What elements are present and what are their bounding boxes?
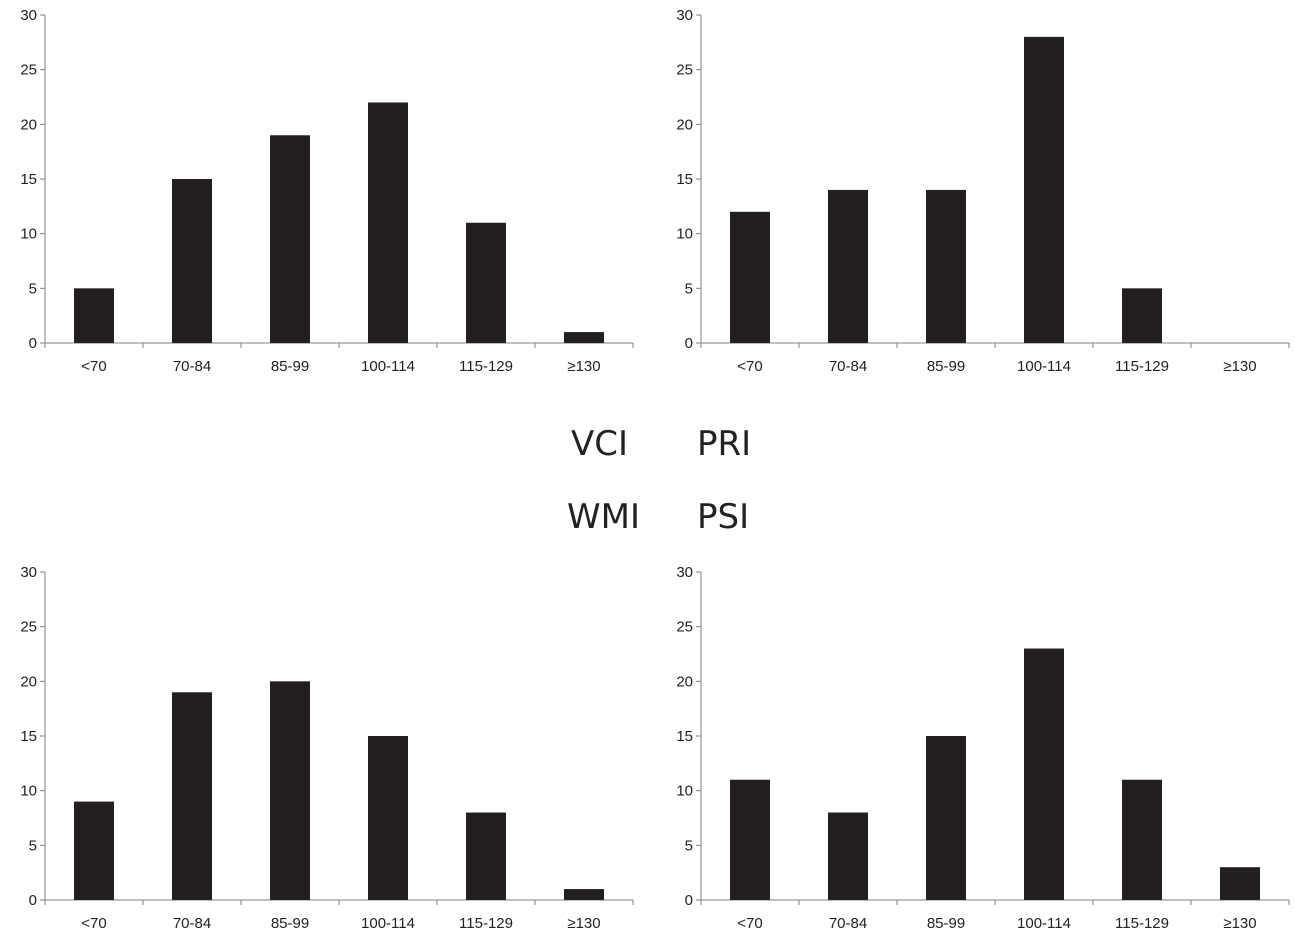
bar-100-114 — [368, 102, 408, 343]
x-tick-label: 100-114 — [361, 915, 415, 932]
y-tick-label: 10 — [20, 226, 37, 243]
y-tick-label: 5 — [29, 280, 37, 297]
bar-85-99 — [926, 189, 966, 343]
label-vci: VCI — [571, 424, 628, 464]
y-tick-label: 30 — [676, 564, 693, 581]
y-tick-label: 5 — [685, 280, 693, 297]
bar-115-129 — [466, 812, 506, 900]
label-pri: PRI — [697, 424, 751, 464]
x-tick-label: ≥130 — [567, 358, 600, 375]
x-tick-label: 115-129 — [1115, 358, 1169, 375]
y-tick-label: 0 — [685, 335, 693, 352]
x-tick-label: ≥130 — [567, 915, 600, 932]
bar-<70 — [730, 211, 770, 343]
bar-<70 — [74, 801, 114, 900]
bar-chart-3: 0 5 10 15 20 25 30 <70 70-84 85-99 100-114 115-129 ≥… — [20, 564, 634, 932]
chart-panels: 0 5 10 15 20 25 30 <70 70-84 85-99 100-114 115-129 ≥… — [20, 7, 1290, 932]
bar-115-129 — [1122, 779, 1162, 900]
x-tick-label: 100-114 — [361, 358, 415, 375]
bar-100-114 — [1024, 36, 1064, 343]
bar-85-99 — [270, 135, 310, 343]
y-tick-label: 15 — [20, 171, 37, 188]
bar-<70 — [730, 779, 770, 900]
y-tick-label: 15 — [20, 728, 37, 745]
y-tick-label: 30 — [20, 564, 37, 581]
y-tick-label: 0 — [29, 892, 37, 909]
y-tick-label: 25 — [20, 62, 37, 79]
x-tick-label: <70 — [81, 915, 106, 932]
y-tick-label: 10 — [676, 226, 693, 243]
x-tick-label: 115-129 — [1115, 915, 1169, 932]
bar-115-129 — [1122, 288, 1162, 343]
y-tick-label: 10 — [20, 783, 37, 800]
y-tick-label: 10 — [676, 783, 693, 800]
y-tick-label: 15 — [676, 171, 693, 188]
bar-85-99 — [926, 736, 966, 900]
bar-chart-1: 0 5 10 15 20 25 30 <70 70-84 85-99 100-114 115-129 ≥… — [20, 7, 634, 375]
bar-chart-4: 0 5 10 15 20 25 30 <70 70-84 85-99 100-114 115-129 ≥… — [676, 564, 1290, 932]
x-tick-label: 115-129 — [459, 358, 513, 375]
bar-≥130 — [1220, 867, 1260, 900]
x-tick-label: ≥130 — [1223, 915, 1256, 932]
bar-70-84 — [828, 189, 868, 343]
y-tick-label: 20 — [676, 673, 693, 690]
bar-70-84 — [172, 692, 212, 900]
x-tick-label: 115-129 — [459, 915, 513, 932]
y-tick-label: 5 — [29, 837, 37, 854]
y-tick-label: 30 — [20, 7, 37, 24]
y-tick-label: 25 — [676, 62, 693, 79]
label-psi: PSI — [697, 497, 749, 537]
bar-chart-2: 0 5 10 15 20 25 30 <70 70-84 85-99 100-114 115-129 ≥… — [676, 7, 1290, 375]
x-tick-label: 70-84 — [173, 358, 211, 375]
bar-100-114 — [1024, 648, 1064, 900]
y-tick-label: 5 — [685, 837, 693, 854]
x-tick-label: <70 — [81, 358, 106, 375]
x-tick-label: 70-84 — [829, 915, 867, 932]
y-tick-label: 25 — [20, 619, 37, 636]
bar-100-114 — [368, 736, 408, 900]
bar-70-84 — [172, 179, 212, 343]
bar-85-99 — [270, 681, 310, 900]
bar-≥130 — [564, 332, 604, 343]
x-tick-label: 85-99 — [927, 358, 965, 375]
x-tick-label: <70 — [737, 915, 762, 932]
x-tick-label: 100-114 — [1017, 358, 1071, 375]
bar-115-129 — [466, 222, 506, 343]
bar-≥130 — [564, 889, 604, 900]
x-tick-label: 85-99 — [927, 915, 965, 932]
x-tick-label: 85-99 — [271, 915, 309, 932]
y-tick-label: 15 — [676, 728, 693, 745]
x-tick-label: <70 — [737, 358, 762, 375]
y-tick-label: 20 — [676, 116, 693, 133]
x-tick-label: ≥130 — [1223, 358, 1256, 375]
y-tick-label: 30 — [676, 7, 693, 24]
y-tick-label: 20 — [20, 673, 37, 690]
x-tick-label: 70-84 — [829, 358, 867, 375]
label-wmi: WMI — [567, 497, 640, 537]
x-tick-label: 85-99 — [271, 358, 309, 375]
x-tick-label: 70-84 — [173, 915, 211, 932]
bar-70-84 — [828, 812, 868, 900]
y-tick-label: 0 — [685, 892, 693, 909]
x-tick-label: 100-114 — [1017, 915, 1071, 932]
y-tick-label: 0 — [29, 335, 37, 352]
y-tick-label: 25 — [676, 619, 693, 636]
bar-<70 — [74, 288, 114, 343]
y-tick-label: 20 — [20, 116, 37, 133]
